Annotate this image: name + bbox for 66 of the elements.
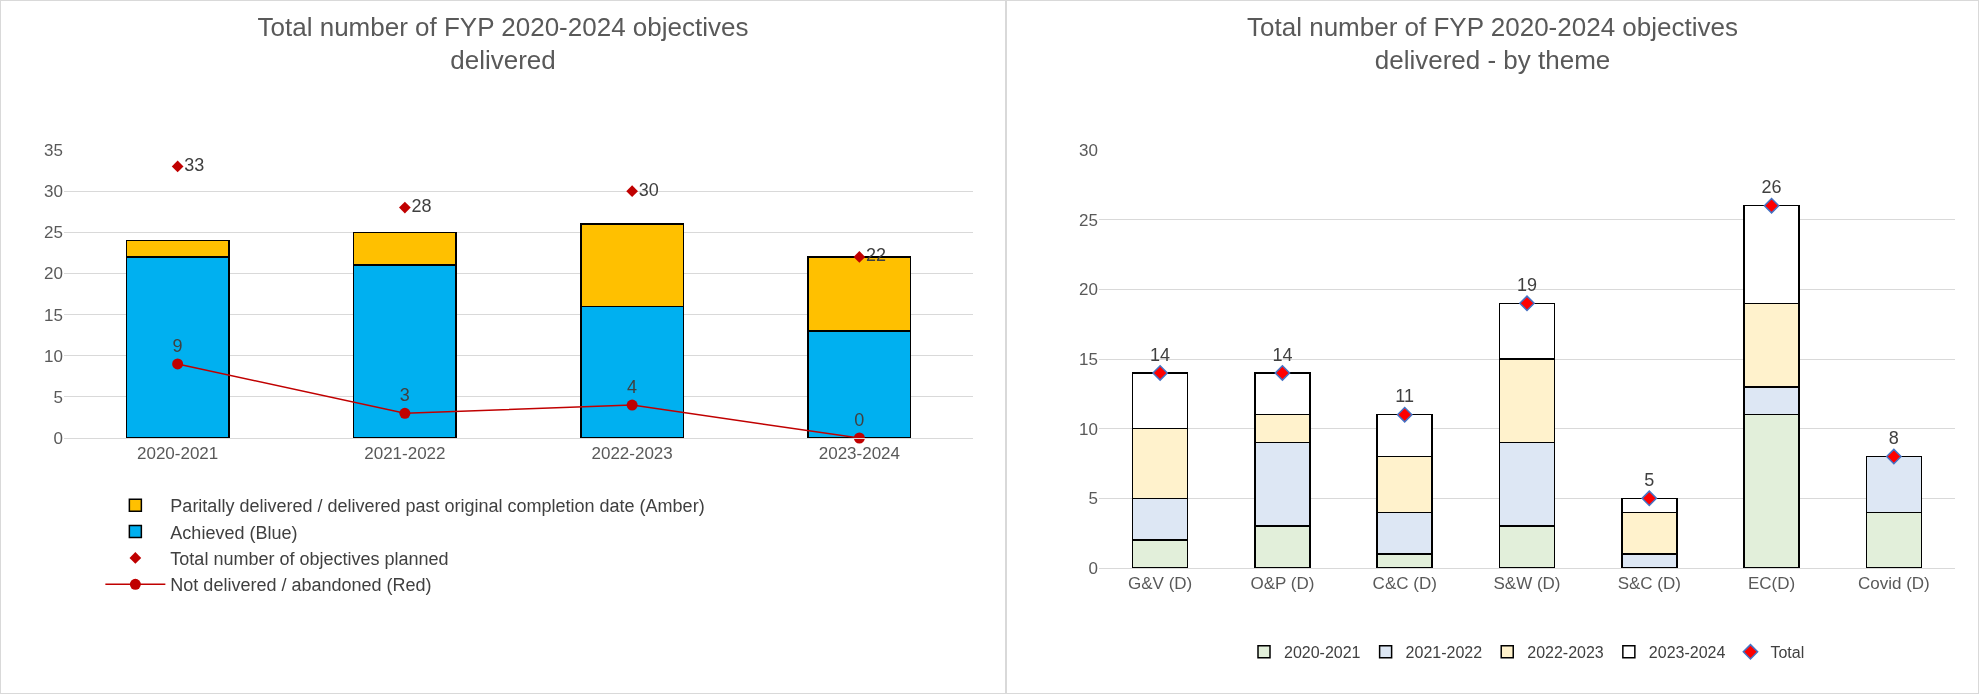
point bbox=[172, 358, 184, 370]
point bbox=[1152, 365, 1169, 381]
y-tick-label: 20 bbox=[1079, 280, 1098, 300]
y-tick-label: 5 bbox=[53, 387, 63, 407]
y-tick-label: 25 bbox=[1079, 210, 1098, 230]
chart-title: Total number of FYP 2020-2024 objectives delivered bbox=[257, 11, 749, 76]
data-label: 22 bbox=[866, 245, 887, 266]
data-label: 8 bbox=[1888, 428, 1899, 449]
point bbox=[1396, 406, 1413, 423]
y-tick-label: 15 bbox=[1079, 349, 1098, 369]
y-tick-label: 25 bbox=[44, 223, 63, 243]
x-tick-label: 2020-2021 bbox=[136, 444, 219, 464]
x-tick-label: G&V (D) bbox=[1128, 574, 1193, 594]
y-tick-label: 10 bbox=[1079, 419, 1098, 439]
x-tick-label: S&C (D) bbox=[1617, 574, 1681, 594]
point bbox=[1274, 365, 1291, 381]
x-tick-label: C&C (D) bbox=[1372, 574, 1437, 594]
point bbox=[1519, 295, 1535, 312]
point bbox=[399, 407, 411, 419]
legend-label: Not delivered / abandoned (Red) bbox=[170, 575, 432, 596]
data-label: 0 bbox=[854, 409, 865, 430]
data-label: 14 bbox=[1150, 344, 1171, 365]
x-tick-label: O&P (D) bbox=[1250, 574, 1315, 594]
data-label: 5 bbox=[1644, 469, 1655, 490]
y-tick-label: 15 bbox=[44, 305, 63, 325]
point bbox=[626, 185, 638, 197]
y-tick-label: 5 bbox=[1088, 489, 1098, 509]
x-tick-label: 2022-2023 bbox=[591, 444, 673, 464]
y-tick-label: 0 bbox=[1088, 558, 1098, 578]
y-tick-label: 30 bbox=[1079, 140, 1098, 160]
legend-label: Total number of objectives planned bbox=[170, 548, 449, 569]
data-label: 14 bbox=[1272, 344, 1293, 365]
point bbox=[853, 251, 866, 263]
point bbox=[1885, 448, 1902, 465]
data-label: 4 bbox=[627, 376, 638, 397]
x-tick-label: S&W (D) bbox=[1493, 574, 1561, 594]
point bbox=[399, 201, 411, 214]
legend-label: Achieved (Blue) bbox=[170, 522, 298, 543]
data-label: 28 bbox=[411, 196, 432, 217]
point bbox=[171, 160, 184, 173]
legend-label: 2020-2021 bbox=[1284, 644, 1361, 662]
legend-label: Total bbox=[1770, 644, 1805, 662]
y-tick-label: 35 bbox=[44, 140, 63, 160]
point bbox=[626, 399, 638, 411]
data-label: 11 bbox=[1395, 386, 1415, 407]
x-tick-label: Covid (D) bbox=[1857, 574, 1930, 594]
chart-title: Total number of FYP 2020-2024 objectives delivered - by theme bbox=[1247, 11, 1738, 76]
point bbox=[1763, 197, 1780, 214]
x-tick-label: 2021-2022 bbox=[364, 444, 446, 464]
legend-label: 2023-2024 bbox=[1648, 644, 1726, 662]
data-label: 33 bbox=[184, 154, 205, 175]
data-label: 9 bbox=[172, 335, 183, 356]
y-tick-label: 20 bbox=[44, 264, 63, 284]
data-label: 3 bbox=[399, 384, 410, 405]
y-tick-label: 0 bbox=[53, 428, 63, 448]
legend-label: 2022-2023 bbox=[1527, 644, 1604, 662]
data-label: 30 bbox=[638, 179, 659, 200]
data-label: 26 bbox=[1761, 177, 1782, 198]
legend-label: 2021-2022 bbox=[1405, 644, 1483, 662]
y-tick-label: 10 bbox=[44, 346, 63, 366]
x-tick-label: 2023-2024 bbox=[818, 444, 901, 464]
y-tick-label: 30 bbox=[44, 182, 63, 202]
x-tick-label: EC(D) bbox=[1747, 574, 1796, 594]
data-label: 19 bbox=[1516, 274, 1538, 295]
legend-label: Paritally delivered / delivered past original completion date (Amber) bbox=[170, 496, 705, 517]
point bbox=[1641, 490, 1658, 507]
